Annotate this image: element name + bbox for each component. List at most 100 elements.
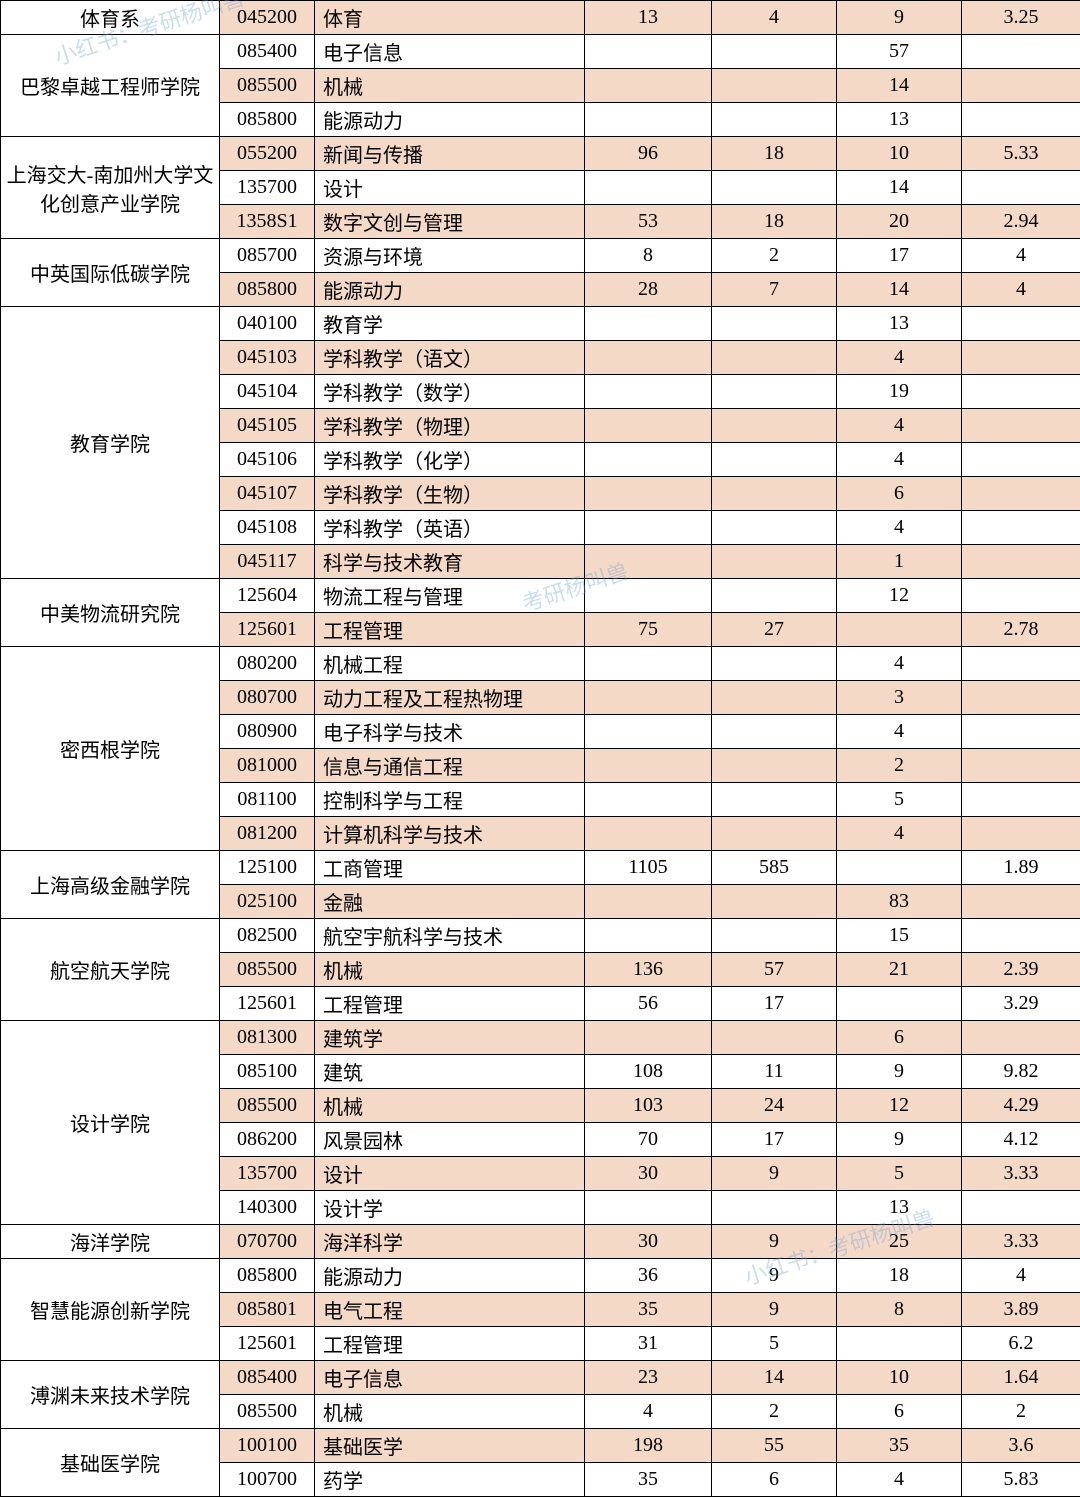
v4-cell: 1.64: [962, 1361, 1080, 1395]
v3-cell: 4: [837, 443, 962, 477]
v4-cell: [962, 375, 1080, 409]
v3-cell: 17: [837, 239, 962, 273]
v1-cell: 103: [585, 1089, 712, 1123]
v4-cell: [962, 647, 1080, 681]
v4-cell: [962, 579, 1080, 613]
v3-cell: 57: [837, 35, 962, 69]
v1-cell: 198: [585, 1429, 712, 1463]
v1-cell: 23: [585, 1361, 712, 1395]
name-cell: 学科教学（化学）: [315, 443, 585, 477]
name-cell: 信息与通信工程: [315, 749, 585, 783]
v1-cell: 70: [585, 1123, 712, 1157]
v3-cell: 4: [837, 817, 962, 851]
code-cell: 1358S1: [220, 205, 315, 239]
table-row: 体育系045200体育13493.25: [1, 1, 1080, 35]
v4-cell: [962, 69, 1080, 103]
name-cell: 学科教学（生物）: [315, 477, 585, 511]
v2-cell: 6: [712, 1463, 837, 1497]
code-cell: 045104: [220, 375, 315, 409]
name-cell: 航空宇航科学与技术: [315, 919, 585, 953]
code-cell: 135700: [220, 1157, 315, 1191]
name-cell: 学科教学（英语）: [315, 511, 585, 545]
name-cell: 电子信息: [315, 35, 585, 69]
v2-cell: [712, 681, 837, 715]
v3-cell: 9: [837, 1, 962, 35]
name-cell: 电气工程: [315, 1293, 585, 1327]
table-row: 中英国际低碳学院085700资源与环境82174: [1, 239, 1080, 273]
v2-cell: [712, 171, 837, 205]
name-cell: 机械工程: [315, 647, 585, 681]
v3-cell: 4: [837, 715, 962, 749]
v4-cell: 5.83: [962, 1463, 1080, 1497]
code-cell: 085700: [220, 239, 315, 273]
v2-cell: 5: [712, 1327, 837, 1361]
v3-cell: 4: [837, 647, 962, 681]
name-cell: 计算机科学与技术: [315, 817, 585, 851]
code-cell: 080700: [220, 681, 315, 715]
v1-cell: [585, 103, 712, 137]
v2-cell: [712, 477, 837, 511]
name-cell: 设计: [315, 171, 585, 205]
table-row: 基础医学院100100基础医学19855353.6: [1, 1429, 1080, 1463]
v3-cell: 6: [837, 477, 962, 511]
code-cell: 081200: [220, 817, 315, 851]
code-cell: 081300: [220, 1021, 315, 1055]
v2-cell: [712, 545, 837, 579]
v1-cell: 28: [585, 273, 712, 307]
v4-cell: [962, 35, 1080, 69]
v4-cell: 4: [962, 239, 1080, 273]
name-cell: 设计: [315, 1157, 585, 1191]
v4-cell: [962, 1191, 1080, 1225]
v1-cell: 31: [585, 1327, 712, 1361]
v4-cell: [962, 749, 1080, 783]
code-cell: 125601: [220, 987, 315, 1021]
v3-cell: 9: [837, 1123, 962, 1157]
v4-cell: 2: [962, 1395, 1080, 1429]
v1-cell: 136: [585, 953, 712, 987]
name-cell: 海洋科学: [315, 1225, 585, 1259]
code-cell: 085500: [220, 1395, 315, 1429]
v3-cell: 4: [837, 1463, 962, 1497]
v3-cell: 9: [837, 1055, 962, 1089]
v2-cell: 17: [712, 987, 837, 1021]
v4-cell: [962, 409, 1080, 443]
v4-cell: [962, 103, 1080, 137]
v4-cell: 3.29: [962, 987, 1080, 1021]
v4-cell: [962, 681, 1080, 715]
name-cell: 药学: [315, 1463, 585, 1497]
v2-cell: 4: [712, 1, 837, 35]
v2-cell: [712, 749, 837, 783]
code-cell: 135700: [220, 171, 315, 205]
table-row: 海洋学院070700海洋科学309253.33: [1, 1225, 1080, 1259]
v1-cell: 96: [585, 137, 712, 171]
code-cell: 085400: [220, 1361, 315, 1395]
dept-cell: 智慧能源创新学院: [1, 1259, 220, 1361]
v2-cell: 7: [712, 273, 837, 307]
v3-cell: 4: [837, 409, 962, 443]
v2-cell: [712, 783, 837, 817]
code-cell: 055200: [220, 137, 315, 171]
v1-cell: 75: [585, 613, 712, 647]
v1-cell: 56: [585, 987, 712, 1021]
code-cell: 081000: [220, 749, 315, 783]
code-cell: 080900: [220, 715, 315, 749]
v1-cell: [585, 749, 712, 783]
table-row: 巴黎卓越工程师学院085400电子信息57: [1, 35, 1080, 69]
v2-cell: 24: [712, 1089, 837, 1123]
v1-cell: 30: [585, 1157, 712, 1191]
code-cell: 085400: [220, 35, 315, 69]
v4-cell: 4: [962, 1259, 1080, 1293]
code-cell: 125604: [220, 579, 315, 613]
v3-cell: 13: [837, 307, 962, 341]
code-cell: 085100: [220, 1055, 315, 1089]
v3-cell: [837, 1327, 962, 1361]
dept-cell: 设计学院: [1, 1021, 220, 1225]
name-cell: 电子科学与技术: [315, 715, 585, 749]
v2-cell: 2: [712, 1395, 837, 1429]
v3-cell: 4: [837, 511, 962, 545]
name-cell: 设计学: [315, 1191, 585, 1225]
v1-cell: 35: [585, 1463, 712, 1497]
dept-cell: 溥渊未来技术学院: [1, 1361, 220, 1429]
v2-cell: 27: [712, 613, 837, 647]
v3-cell: 12: [837, 579, 962, 613]
